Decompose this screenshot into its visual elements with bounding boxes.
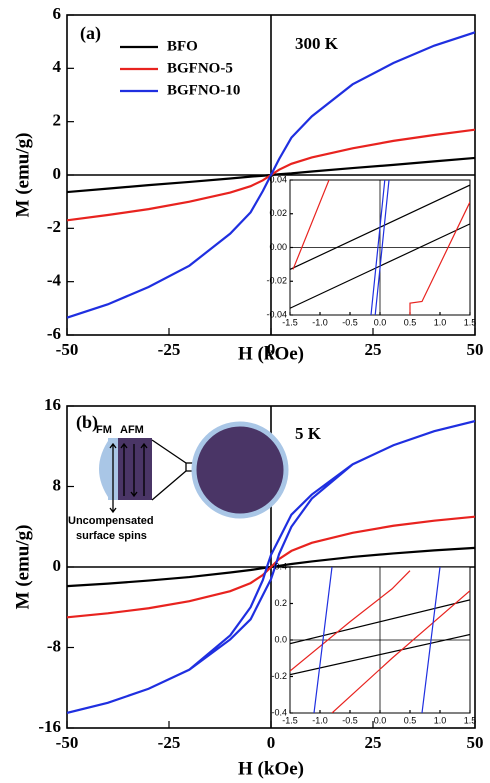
y-tick-label: -0.4	[271, 707, 287, 717]
annotation: (b)	[76, 412, 98, 433]
x-tick-label: 1.0	[434, 715, 447, 725]
x-tick-label: 50	[467, 733, 484, 752]
y-tick-label: 0.00	[269, 242, 287, 252]
x-tick-label: 0.5	[404, 715, 417, 725]
data-line	[292, 180, 470, 315]
x-tick-label: 25	[365, 733, 382, 752]
data-line	[67, 31, 475, 319]
y-tick-label: -8	[47, 636, 61, 655]
data-line	[370, 180, 390, 315]
spin-cartoon	[99, 421, 289, 519]
y-tick-label: 4	[53, 57, 62, 76]
x-tick-label: -25	[158, 733, 181, 752]
x-tick-label: 0.0	[374, 715, 387, 725]
x-tick-label: 1.0	[434, 317, 447, 327]
x-tick-label: -1.0	[312, 317, 328, 327]
x-tick-label: -0.5	[342, 317, 358, 327]
x-tick-label: -50	[56, 340, 79, 359]
y-tick-label: 6	[53, 4, 62, 23]
y-tick-label: -0.2	[271, 671, 287, 681]
annotation: (a)	[80, 23, 101, 44]
annotation: AFM	[120, 424, 144, 436]
y-tick-label: 0.04	[269, 174, 287, 184]
annotation: 5 K	[295, 424, 322, 443]
x-tick-label: 50	[467, 340, 484, 359]
y-tick-label: -0.04	[266, 309, 287, 319]
x-tick-label: 1.5	[464, 715, 477, 725]
x-tick-label: 0	[267, 733, 276, 752]
x-tick-label: -1.5	[282, 317, 298, 327]
y-tick-label: 2	[53, 111, 62, 130]
y-axis-label: M (emu/g)	[12, 133, 33, 218]
x-axis-label: H (kOe)	[238, 758, 304, 779]
x-tick-label: 0.0	[374, 317, 387, 327]
y-tick-label: -2	[47, 217, 61, 236]
y-tick-label: -6	[47, 324, 61, 343]
data-line	[313, 567, 441, 713]
y-tick-label: 0	[53, 164, 62, 183]
y-tick-label: 0	[53, 556, 62, 575]
annotation: surface spins	[76, 530, 147, 542]
y-tick-label: 16	[44, 395, 61, 414]
data-line	[67, 420, 475, 714]
x-tick-label: 25	[365, 340, 382, 359]
legend-label: BGFNO-10	[167, 82, 240, 98]
y-tick-label: 0.4	[274, 561, 287, 571]
x-tick-label: -25	[158, 340, 181, 359]
x-tick-label: 1.5	[464, 317, 477, 327]
x-axis-label: H (kOe)	[238, 343, 304, 364]
y-tick-label: -4	[47, 271, 62, 290]
data-line	[290, 570, 470, 713]
y-tick-label: 0.02	[269, 208, 287, 218]
y-axis-label: M (emu/g)	[12, 525, 33, 610]
data-line	[67, 515, 475, 619]
x-tick-label: -1.0	[312, 715, 328, 725]
x-tick-label: -50	[56, 733, 79, 752]
x-tick-label: -0.5	[342, 715, 358, 725]
y-tick-label: 0.0	[274, 634, 287, 644]
y-tick-label: -0.02	[266, 276, 287, 286]
x-tick-label: 0	[267, 340, 276, 359]
legend-label: BGFNO-5	[167, 60, 233, 76]
legend-label: BFO	[167, 38, 198, 54]
annotation: FM	[96, 424, 112, 436]
annotation: 300 K	[295, 34, 339, 53]
y-tick-label: 0.2	[274, 598, 287, 608]
y-tick-label: -16	[38, 717, 61, 736]
x-tick-label: 0.5	[404, 317, 417, 327]
annotation: Uncompensated	[68, 515, 154, 527]
x-tick-label: -1.5	[282, 715, 298, 725]
y-tick-label: 8	[53, 475, 62, 494]
